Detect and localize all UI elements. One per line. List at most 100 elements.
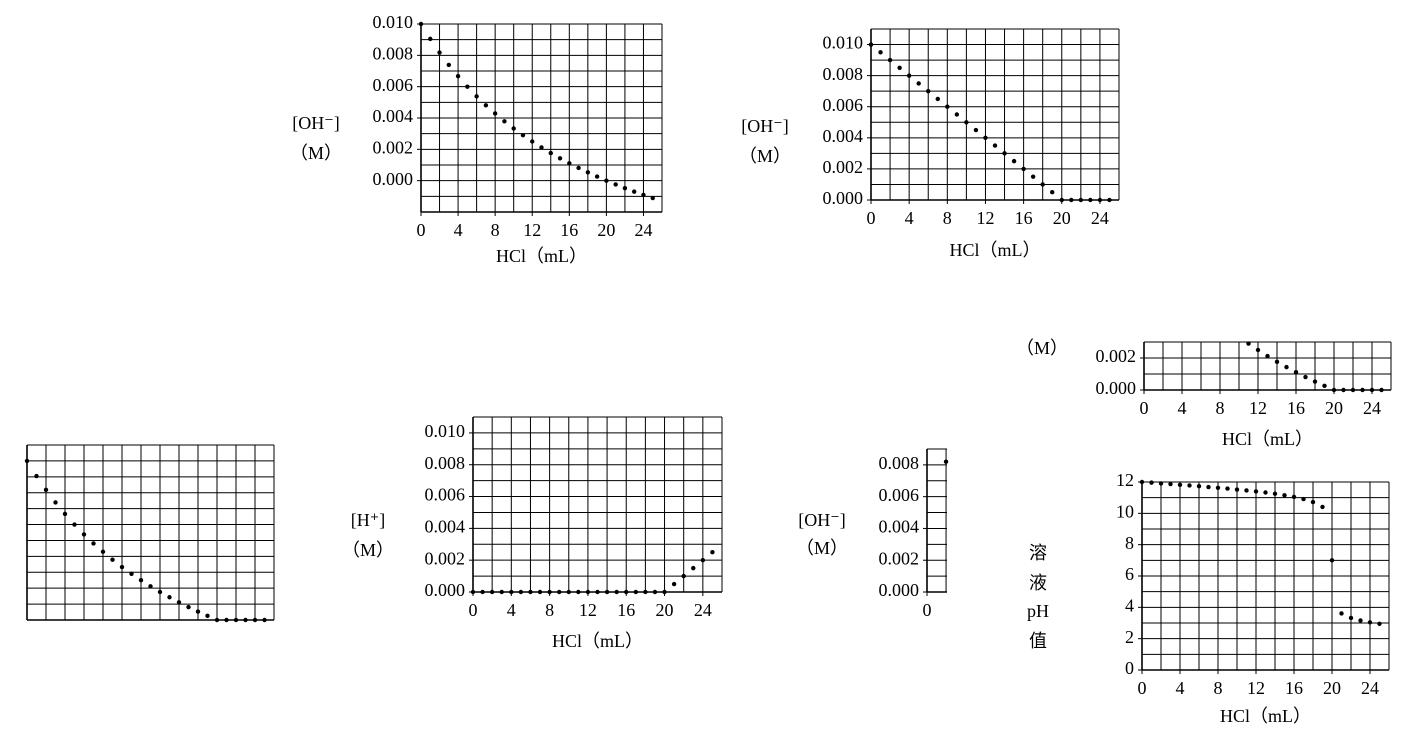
point bbox=[1255, 347, 1261, 353]
x-tick-label: 4 bbox=[507, 600, 516, 620]
point bbox=[643, 589, 648, 595]
point bbox=[595, 589, 600, 595]
point bbox=[614, 589, 619, 595]
point bbox=[887, 57, 893, 63]
point bbox=[62, 511, 68, 517]
y-tick-label: 0.008 bbox=[823, 64, 864, 84]
y-tick-label: 2 bbox=[1125, 627, 1134, 647]
x-tick-label: 8 bbox=[943, 208, 952, 228]
point bbox=[119, 564, 125, 570]
point bbox=[1011, 158, 1017, 164]
x-tick-label: 24 bbox=[694, 600, 712, 620]
x-tick-label: 12 bbox=[1247, 678, 1265, 698]
point bbox=[1303, 374, 1308, 380]
x-tick-label: 4 bbox=[1176, 678, 1185, 698]
x-tick-label: 24 bbox=[1091, 208, 1109, 228]
point bbox=[1282, 493, 1287, 498]
point bbox=[566, 589, 571, 595]
point bbox=[81, 532, 87, 537]
y-tick-label: 0.000 bbox=[1096, 378, 1137, 398]
point bbox=[1331, 387, 1337, 393]
point bbox=[1253, 489, 1259, 494]
point bbox=[1002, 151, 1007, 156]
point bbox=[992, 143, 998, 148]
point bbox=[1139, 479, 1145, 485]
y-tick-label: 0.000 bbox=[879, 580, 920, 600]
x-tick-label: 16 bbox=[617, 600, 635, 620]
x-tick-label: 12 bbox=[523, 220, 541, 240]
point bbox=[1312, 379, 1318, 384]
point bbox=[633, 589, 639, 595]
point bbox=[1339, 611, 1344, 616]
point bbox=[138, 578, 144, 583]
point bbox=[1196, 484, 1202, 489]
point bbox=[252, 617, 258, 623]
point bbox=[446, 62, 452, 68]
y-tick-label: 0.002 bbox=[373, 137, 414, 157]
point bbox=[1246, 341, 1251, 346]
point bbox=[186, 604, 191, 610]
point bbox=[1040, 182, 1045, 187]
point bbox=[53, 500, 58, 505]
y-tick-label: 0.006 bbox=[879, 485, 920, 505]
x-tick-label: 4 bbox=[1178, 398, 1187, 418]
point bbox=[1206, 484, 1211, 490]
point bbox=[24, 458, 30, 464]
point bbox=[1291, 494, 1297, 500]
point bbox=[613, 182, 618, 187]
point bbox=[681, 573, 686, 579]
point bbox=[1265, 353, 1270, 359]
x-tick-label: 12 bbox=[1249, 398, 1267, 418]
point bbox=[499, 589, 504, 595]
point bbox=[1350, 387, 1356, 393]
y-tick-label: 4 bbox=[1125, 595, 1134, 615]
point bbox=[631, 189, 637, 194]
point bbox=[1358, 618, 1363, 623]
x-tick-label: 24 bbox=[1361, 678, 1379, 698]
point bbox=[548, 150, 553, 156]
y-tick-label: 0.004 bbox=[373, 106, 414, 126]
point bbox=[157, 589, 163, 595]
point bbox=[1187, 483, 1192, 488]
point bbox=[262, 617, 267, 623]
y-axis-label: 液 bbox=[1029, 573, 1047, 593]
point bbox=[1215, 485, 1221, 490]
point bbox=[604, 589, 610, 595]
y-axis-label: 溶 bbox=[1029, 543, 1047, 563]
point bbox=[916, 81, 921, 86]
point bbox=[1263, 490, 1268, 495]
point bbox=[539, 145, 544, 150]
point bbox=[509, 589, 514, 595]
point bbox=[1341, 387, 1346, 393]
point bbox=[1369, 387, 1375, 393]
point bbox=[594, 174, 600, 179]
point bbox=[983, 135, 988, 141]
y-axis-label: （M） bbox=[739, 146, 791, 166]
point bbox=[1329, 558, 1335, 563]
y-tick-label: 8 bbox=[1125, 533, 1134, 553]
x-axis-label: HCl（mL） bbox=[949, 240, 1040, 260]
point bbox=[1379, 387, 1384, 393]
y-tick-label: 0.000 bbox=[373, 169, 414, 189]
point bbox=[1320, 504, 1325, 510]
point bbox=[1322, 383, 1327, 389]
x-tick-label: 4 bbox=[905, 208, 914, 228]
x-tick-label: 24 bbox=[1363, 398, 1381, 418]
point bbox=[624, 589, 629, 595]
y-axis-label: （M） bbox=[796, 538, 848, 558]
x-tick-label: 8 bbox=[1216, 398, 1225, 418]
y-tick-label: 0.002 bbox=[879, 548, 920, 568]
point bbox=[455, 73, 461, 79]
point bbox=[465, 84, 470, 89]
point bbox=[1284, 364, 1289, 370]
y-axis-label: [OH⁻] bbox=[741, 116, 789, 136]
point bbox=[195, 609, 201, 614]
point bbox=[418, 21, 424, 27]
point bbox=[547, 589, 552, 595]
point bbox=[530, 139, 535, 144]
point bbox=[528, 589, 533, 595]
point bbox=[897, 65, 902, 71]
point bbox=[1244, 488, 1249, 493]
point bbox=[91, 541, 96, 546]
point bbox=[1021, 166, 1026, 172]
